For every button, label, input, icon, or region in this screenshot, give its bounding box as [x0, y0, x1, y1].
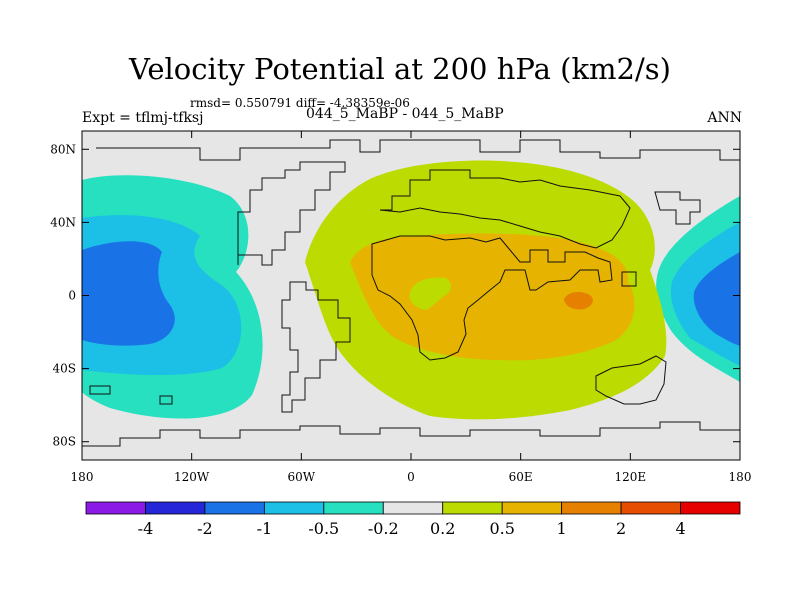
case-label: 044_5_MaBP - 044_5_MaBP	[306, 106, 504, 122]
colorbar-swatch	[680, 501, 741, 515]
x-tick-label: 120E	[614, 470, 646, 484]
colorbar-swatch	[204, 501, 265, 515]
chart-title: Velocity Potential at 200 hPa (km2/s)	[129, 52, 671, 86]
stats-subtitle: rmsd= 0.550791 diff= -4.38359e-06	[190, 96, 410, 110]
colorbar-label: 0.2	[430, 519, 455, 538]
coastline-segment	[281, 281, 351, 413]
colorbar-swatch	[145, 501, 206, 515]
colorbar-label: 4	[675, 519, 685, 538]
y-tick-label: 40N	[50, 215, 76, 229]
season-label: ANN	[707, 110, 742, 126]
coastline-segment	[89, 385, 111, 395]
coastline-segment	[654, 191, 701, 225]
colorbar-swatch	[561, 501, 622, 515]
map-axes: 180 120W 60W 0 60E 120E 180 80N 40N 0 40S 80S	[50, 130, 752, 484]
coastline-segment	[621, 271, 637, 287]
x-tick-label: 180	[729, 470, 752, 484]
coastline-segment	[96, 139, 740, 161]
colorbar-swatch	[501, 501, 563, 515]
colorbar-swatch	[323, 501, 384, 515]
coastline-segment	[379, 169, 631, 249]
x-tick-label: 180	[71, 470, 94, 484]
contour-region-east-pacific-negative-core	[693, 252, 740, 346]
y-tick-label: 0	[68, 289, 76, 303]
colorbar-label: -4	[138, 519, 154, 538]
x-tick-label: 60E	[509, 470, 533, 484]
coastline-segment	[595, 355, 667, 405]
x-tick-label: 120W	[174, 470, 210, 484]
colorbar-swatch	[382, 501, 444, 515]
colorbar-label: -2	[197, 519, 213, 538]
coastline-segment	[82, 421, 740, 447]
x-tick-label: 0	[407, 470, 415, 484]
coastline-segment	[159, 395, 173, 405]
colorbar-label: -1	[257, 519, 273, 538]
y-tick-label: 80S	[53, 435, 77, 449]
y-tick-label: 40S	[53, 362, 77, 376]
map-plot-area	[82, 131, 740, 460]
colorbar-label: 2	[616, 519, 626, 538]
colorbar-swatch	[620, 501, 681, 515]
colorbar-label: 0.5	[489, 519, 514, 538]
contour-region-africa-positive-mid	[350, 233, 635, 361]
coastline-segment	[371, 235, 613, 361]
colorbar-swatch	[85, 501, 146, 515]
colorbar-swatch	[442, 501, 503, 515]
colorbar-label: -0.2	[368, 519, 399, 538]
colorbar-swatch	[263, 501, 325, 515]
colorbar-label: -0.5	[308, 519, 339, 538]
y-tick-label: 80N	[50, 142, 76, 156]
colorbar-label: 1	[557, 519, 567, 538]
contour-region-central-africa-minimum	[409, 277, 452, 310]
x-tick-label: 60W	[288, 470, 316, 484]
contour-region-west-pacific-negative-core	[82, 241, 175, 346]
coastline-segment	[237, 161, 346, 266]
contour-region-indian-ocean-positive-core	[564, 291, 593, 310]
colorbar: -4 -2 -1 -0.5 -0.2 0.2 0.5 1 2 4	[85, 501, 741, 538]
experiment-label: Expt = tflmj-tfksj	[82, 110, 204, 126]
